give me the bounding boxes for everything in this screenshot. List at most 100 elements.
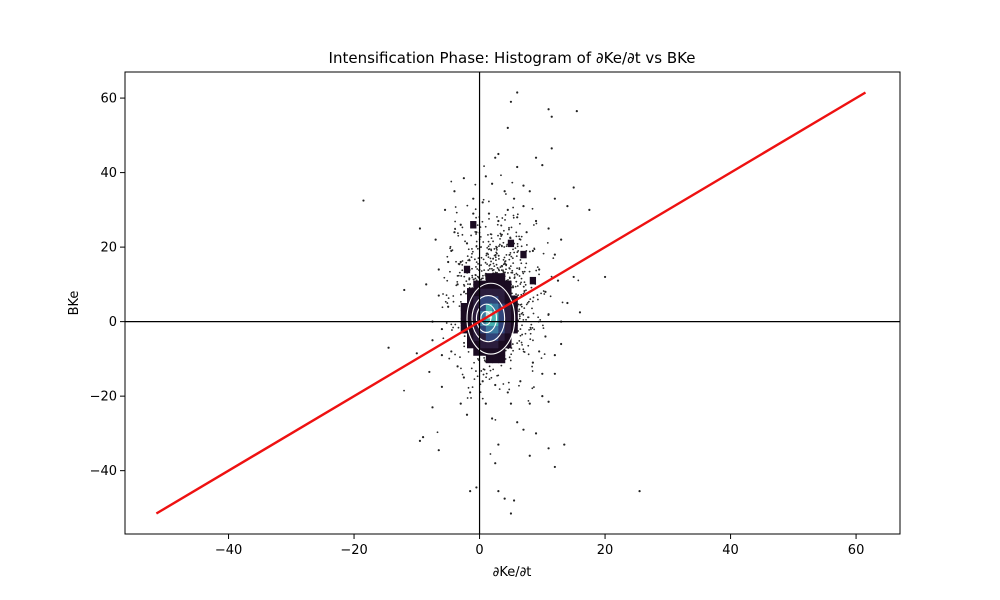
scatter-point — [512, 349, 514, 352]
scatter-point — [518, 313, 521, 316]
scatter-point — [484, 274, 487, 277]
scatter-point — [497, 490, 500, 493]
histogram-bin — [473, 325, 481, 334]
scatter-point — [519, 328, 522, 330]
scatter-point — [560, 342, 563, 346]
scatter-point — [469, 391, 472, 394]
scatter-point — [470, 234, 473, 237]
scatter-point — [471, 267, 473, 270]
scatter-point — [522, 205, 525, 208]
scatter-point — [481, 397, 484, 400]
scatter-point — [459, 402, 462, 405]
contour-line — [471, 294, 506, 343]
scatter-point — [442, 337, 445, 340]
scatter-point — [449, 247, 451, 250]
scatter-point — [476, 224, 479, 227]
scatter-point — [532, 296, 535, 299]
scatter-point — [529, 338, 532, 341]
scatter-point — [415, 352, 418, 355]
scatter-point — [456, 365, 459, 368]
scatter-point — [496, 215, 498, 218]
histogram-bin — [467, 288, 474, 297]
histogram-bin — [492, 340, 499, 349]
scatter-point — [509, 251, 512, 254]
scatter-point — [492, 262, 495, 265]
histogram-bin — [463, 265, 471, 274]
scatter-point — [466, 397, 469, 399]
scatter-point — [486, 252, 489, 255]
scatter-point — [492, 257, 494, 260]
scatter-point — [518, 340, 521, 342]
scatter-point — [500, 174, 502, 177]
scatter-point — [452, 295, 455, 297]
histogram-bin — [507, 239, 515, 248]
scatter-point — [511, 269, 514, 272]
histogram-bin — [498, 288, 506, 297]
scatter-point — [524, 266, 527, 269]
scatter-point — [458, 305, 461, 308]
scatter-point — [523, 281, 526, 284]
scatter-point — [494, 383, 497, 387]
scatter-point — [516, 245, 519, 248]
scatter-point — [453, 231, 456, 234]
scatter-point — [446, 302, 449, 304]
scatter-point — [436, 431, 439, 434]
scatter-point — [518, 348, 521, 350]
scatter-point — [500, 269, 503, 272]
scatter-point — [511, 286, 514, 289]
scatter-point — [494, 156, 497, 159]
scatter-point — [531, 361, 534, 364]
scatter-point — [476, 375, 479, 378]
scatter-point — [499, 237, 501, 240]
scatter-point — [572, 275, 575, 279]
scatter-point — [447, 260, 450, 264]
scatter-point — [362, 199, 365, 202]
scatter-point — [603, 275, 607, 279]
scatter-point — [403, 389, 405, 392]
scatter-point — [541, 372, 544, 375]
scatter-point — [490, 237, 493, 239]
scatter-point — [541, 164, 544, 167]
scatter-point — [512, 197, 516, 200]
scatter-point — [461, 263, 464, 266]
scatter-point — [480, 256, 483, 259]
y-tick-label: −40 — [90, 464, 117, 479]
scatter-point — [504, 214, 507, 216]
histogram-bin — [473, 347, 481, 356]
scatter-point — [527, 353, 530, 356]
scatter-point — [540, 357, 543, 360]
scatter-point — [474, 231, 477, 233]
scatter-point — [476, 275, 479, 278]
histogram-bin — [520, 250, 527, 259]
scatter-point — [490, 267, 493, 270]
scatter-point — [463, 291, 465, 294]
scatter-point — [522, 318, 525, 321]
scatter-point — [474, 274, 477, 277]
scatter-point — [450, 323, 453, 326]
scatter-point — [511, 343, 514, 345]
scatter-point — [550, 275, 553, 278]
scatter-point — [485, 376, 488, 379]
scatter-point — [534, 432, 538, 435]
scatter-point — [503, 256, 506, 259]
histogram-bin — [460, 303, 468, 312]
scatter-point — [566, 205, 569, 208]
histogram-bin — [479, 295, 487, 304]
scatter-point — [509, 253, 511, 256]
scatter-point — [461, 233, 464, 236]
scatter-point — [494, 418, 497, 421]
scatter-point — [543, 353, 546, 356]
scatter-point — [561, 301, 564, 304]
x-tick-label: 0 — [475, 543, 483, 558]
scatter-point — [501, 233, 503, 236]
fit-line — [155, 91, 867, 515]
scatter-point — [460, 293, 462, 296]
scatter-point — [516, 165, 519, 169]
scatter-point — [488, 378, 491, 381]
histogram-bin — [460, 310, 468, 319]
scatter-point — [491, 417, 494, 420]
scatter-point — [520, 281, 522, 284]
scatter-point — [518, 308, 521, 311]
histogram-bin — [498, 332, 506, 341]
scatter-point — [505, 193, 507, 195]
